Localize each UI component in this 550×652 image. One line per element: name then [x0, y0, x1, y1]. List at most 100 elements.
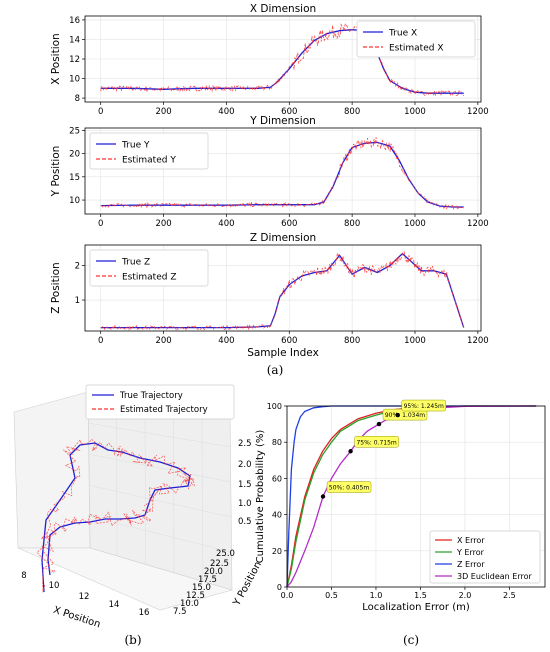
x-tick-label: 10 [49, 581, 60, 591]
y-tick-label: 14 [69, 35, 80, 45]
x-tick-label: 400 [218, 107, 234, 117]
legend-label: Estimated Y [122, 156, 176, 166]
x-tick-label: 200 [155, 107, 171, 117]
y-tick-label: 80 [272, 438, 282, 447]
x-tick-label: 600 [281, 107, 297, 117]
z-dimension-chart: 0 200 400 600 800 1000 1200 1 2 Z Dimension Z Posi… [50, 232, 489, 359]
legend-box [89, 249, 209, 287]
y-tick-label: 25 [69, 126, 80, 136]
y-tick-label: 15 [69, 173, 80, 183]
y-tick-label: 40 [272, 511, 282, 520]
annotation-marker [395, 412, 400, 418]
y-tick-label: 15.0 [192, 583, 211, 593]
back-gridline [144, 399, 146, 565]
x-tick-label: 0.0 [281, 591, 294, 600]
legend-label: True Y [121, 141, 150, 151]
x-tick-label: 400 [218, 336, 234, 346]
y-tick-label: 10 [69, 75, 80, 85]
y-axis-label: Y Position [231, 560, 264, 609]
y-tick-label: 7.5 [173, 607, 187, 617]
y-tick-label: 10 [69, 196, 80, 206]
annotation-label: 75%: 0.715m [356, 439, 396, 446]
legend-label: True Trajectory [119, 391, 183, 401]
x-axis-label: X Position [52, 605, 102, 631]
back-gridline [201, 407, 203, 582]
chart-title: X Dimension [250, 3, 316, 15]
back-gridline [116, 395, 118, 557]
back-gridline [173, 403, 175, 574]
z-tick-label: 2.5 [238, 439, 252, 449]
y-tick-label: 20 [69, 150, 80, 160]
annotation-box [326, 481, 372, 493]
chart-title: Z Dimension [250, 232, 316, 244]
annotation-label: 90%: 1.034m [385, 412, 425, 419]
x-tick-label: 1.5 [414, 591, 427, 600]
x-tick-label: 0 [98, 219, 103, 229]
series-line-estimated [100, 21, 464, 97]
panel-label-b: (b) [124, 633, 141, 647]
y-tick-label: 8 [75, 94, 80, 104]
trajectory-estimated [36, 439, 195, 593]
series-line-estimated [100, 251, 465, 331]
trajectory-true [41, 442, 191, 593]
x-tick-label: 0 [98, 107, 103, 117]
y-tick-label: 100 [267, 402, 282, 411]
panel-label-a: (a) [267, 363, 284, 377]
back-gridline [87, 515, 232, 553]
annotation-label: 50%: 0.405m [329, 485, 369, 492]
y-tick-label: 22.5 [210, 559, 229, 569]
x-tick-label: 2.0 [459, 591, 472, 600]
series-line-estimated [100, 137, 465, 211]
y-tick-label: 20.0 [204, 567, 223, 577]
x-tick-label: 8 [21, 571, 26, 581]
annotation-label: 95%: 1.245m [404, 403, 444, 410]
x-tick-label: 1200 [467, 336, 489, 346]
series-line-true [100, 29, 464, 94]
legend-label: Estimated Z [122, 273, 177, 283]
chart-title: Y Dimension [249, 115, 316, 127]
z-tick-label: 0.5 [238, 517, 252, 527]
panel-label-c: (c) [403, 633, 419, 647]
x-axis-label: Sample Index [247, 347, 319, 359]
y-axis-label: Y Position [50, 146, 62, 198]
annotation-marker [376, 421, 382, 427]
x-tick-label: 1200 [467, 107, 489, 117]
legend-label: X Error [457, 536, 485, 545]
back-gridline [87, 453, 232, 483]
annotation-box [354, 436, 399, 448]
y-tick-label: 20 [272, 547, 282, 556]
y-tick-label: 16 [69, 16, 80, 26]
z-tick-label: 1.0 [238, 499, 252, 509]
x-tick-label: 0.5 [325, 591, 338, 600]
x-tick-label: 800 [344, 107, 360, 117]
x-tick-label: 600 [281, 219, 297, 229]
x-tick-label: 400 [218, 219, 234, 229]
annotation-marker [348, 449, 353, 454]
legend-box [356, 20, 476, 58]
legend-label: Estimated X [389, 44, 444, 54]
error-cdf-chart: 0.0 0.5 1.0 1.5 2.0 2.5 0 20 40 60 80 100 Localizati… [255, 399, 546, 613]
z-tick-label: 1.5 [238, 480, 252, 490]
y-axis-label: X Position [50, 33, 62, 84]
trajectory-3d-chart: 8 10 12 14 16 X Position 7.510.012.515.017.520… [13, 384, 264, 631]
x-tick-label: 0 [98, 336, 103, 346]
x-tick-label: 200 [155, 219, 171, 229]
y-tick-label: 60 [272, 474, 282, 483]
y-tick-label: 25.0 [216, 549, 235, 559]
x-tick-label: 2.5 [503, 591, 516, 600]
x-tick-label: 800 [344, 219, 360, 229]
x-tick-label: 1000 [404, 219, 426, 229]
y-tick-label: 0 [277, 583, 282, 592]
back-gridline [87, 422, 232, 448]
y-axis-label: Cumulative Probability (%) [255, 430, 266, 564]
x-axis-label: Localization Error (m) [362, 602, 470, 613]
legend-label: Z Error [457, 560, 485, 569]
y-tick-label: 12 [69, 55, 80, 65]
y-dimension-chart: 0 200 400 600 800 1000 1200 10 15 20 25 Y Dimension… [50, 115, 489, 229]
z-tick-label: 2.0 [238, 460, 252, 470]
y-tick-label: 2 [75, 262, 80, 272]
legend-box [85, 384, 235, 420]
legend-label: 3D Euclidean Error [457, 572, 532, 581]
x-tick-label: 600 [281, 336, 297, 346]
series-line-true [100, 252, 465, 329]
